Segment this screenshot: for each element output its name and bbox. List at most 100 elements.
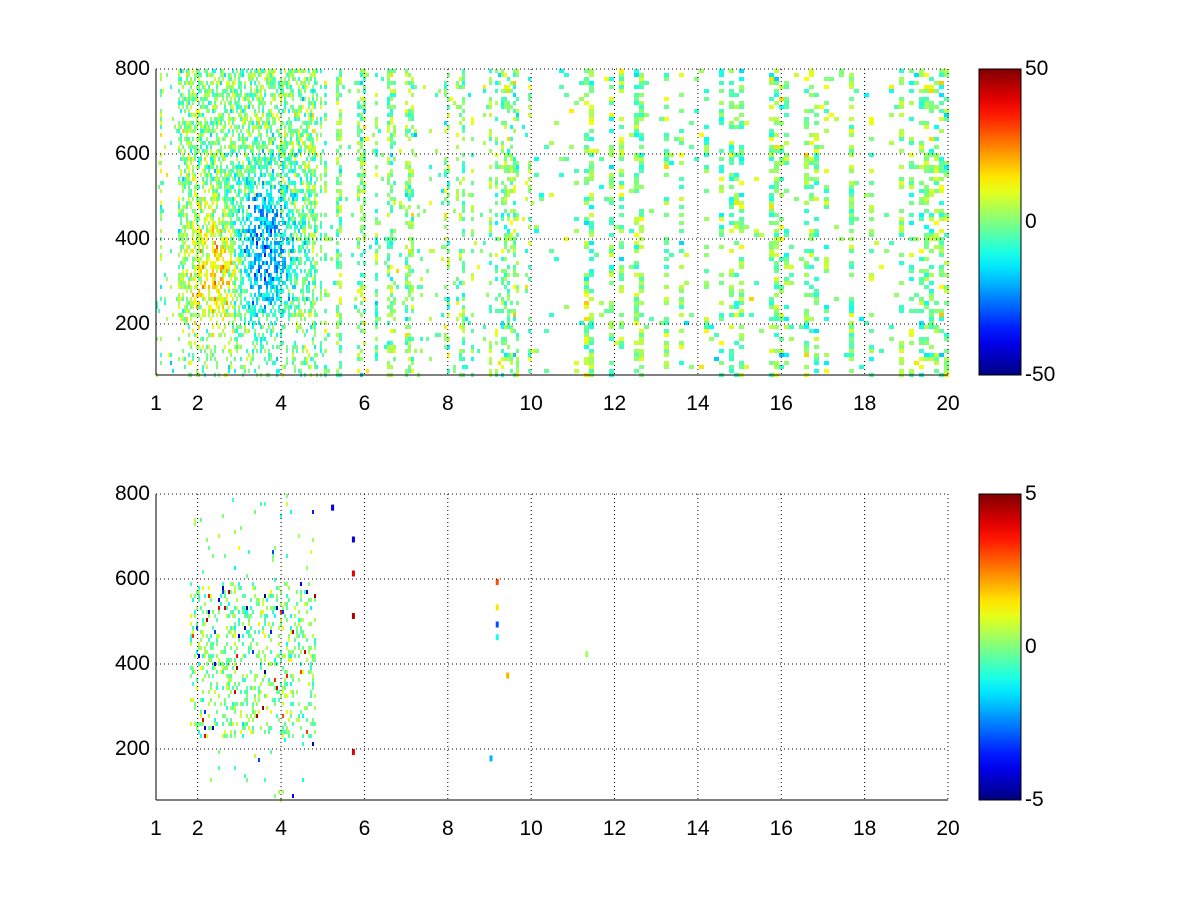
heatmap-cell xyxy=(314,281,316,285)
heatmap-cell xyxy=(312,145,314,149)
heatmap-cell xyxy=(222,245,224,249)
heatmap-cell xyxy=(899,81,904,85)
heatmap-cell xyxy=(314,233,316,237)
heatmap-cell xyxy=(232,105,234,109)
heatmap-cell xyxy=(899,345,904,349)
heatmap-cell xyxy=(184,281,186,285)
heatmap-cell xyxy=(222,221,224,225)
heatmap-cell xyxy=(849,197,854,201)
heatmap-cell xyxy=(501,249,504,253)
heatmap-cell xyxy=(799,257,804,261)
heatmap-cell xyxy=(280,113,282,117)
heatmap-cell xyxy=(944,213,949,217)
heatmap-cell xyxy=(242,165,244,169)
heatmap-cell xyxy=(584,317,589,321)
heatmap-cell xyxy=(704,325,709,329)
heatmap-cell xyxy=(639,301,644,305)
heatmap-cell xyxy=(246,217,248,221)
heatmap-cell xyxy=(510,361,513,365)
heatmap-cell xyxy=(298,109,300,113)
heatmap-cell xyxy=(719,121,724,125)
heatmap-cell xyxy=(236,89,238,93)
heatmap-cell xyxy=(216,229,218,233)
heatmap-cell xyxy=(234,313,236,317)
heatmap-cell xyxy=(324,337,327,341)
heatmap-cell xyxy=(184,317,186,321)
heatmap-cell xyxy=(224,105,226,109)
heatmap-cell xyxy=(192,197,194,201)
heatmap-cell xyxy=(320,189,322,193)
heatmap-cell xyxy=(471,277,474,281)
heatmap-cell xyxy=(242,125,244,129)
heatmap-cell xyxy=(849,145,854,149)
heatmap-cell xyxy=(528,169,531,173)
heatmap-cell xyxy=(234,81,236,85)
heatmap-cell xyxy=(168,353,170,357)
heatmap-cell xyxy=(544,145,549,149)
heatmap-cell xyxy=(230,349,232,353)
heatmap-cell xyxy=(294,305,296,309)
heatmap-cell xyxy=(230,237,232,241)
heatmap-cell xyxy=(218,293,220,297)
heatmap-cell xyxy=(208,313,210,317)
heatmap-cell xyxy=(411,309,414,313)
heatmap-cell xyxy=(218,333,220,337)
heatmap-cell xyxy=(286,225,288,229)
heatmap-cell xyxy=(411,249,414,253)
heatmap-cell xyxy=(276,249,278,253)
heatmap-cell xyxy=(411,85,414,89)
heatmap-cell xyxy=(664,117,669,121)
heatmap-cell xyxy=(504,157,507,161)
heatmap-cell xyxy=(194,241,196,245)
heatmap-cell xyxy=(248,93,250,97)
heatmap-cell xyxy=(360,281,363,285)
heatmap-cell xyxy=(210,353,212,357)
heatmap-cell xyxy=(280,189,282,193)
heatmap-cell xyxy=(272,257,274,261)
heatmap-cell xyxy=(729,313,734,317)
heatmap-cell xyxy=(218,141,220,145)
heatmap-cell xyxy=(262,213,264,217)
heatmap-cell xyxy=(216,249,218,253)
heatmap-cell xyxy=(234,281,236,285)
heatmap-cell xyxy=(236,69,238,73)
heatmap-cell xyxy=(264,141,266,145)
heatmap-cell xyxy=(584,341,589,345)
heatmap-cell xyxy=(280,297,282,301)
heatmap-cell xyxy=(296,325,298,329)
heatmap-cell xyxy=(308,149,310,153)
heatmap-cell xyxy=(516,169,519,173)
heatmap-cell xyxy=(178,145,180,149)
heatmap-cell xyxy=(306,241,308,245)
heatmap-cell xyxy=(849,133,854,137)
heatmap-cell xyxy=(288,169,290,173)
heatmap-cell xyxy=(304,357,306,361)
heatmap-cell xyxy=(306,285,308,289)
heatmap-cell xyxy=(849,265,854,269)
heatmap-cell xyxy=(256,89,258,93)
x-tick-label: 20 xyxy=(936,392,960,415)
heatmap-cell xyxy=(312,297,314,301)
heatmap-cell xyxy=(228,129,230,133)
heatmap-cell xyxy=(226,281,228,285)
heatmap-cell xyxy=(286,285,288,289)
heatmap-cell xyxy=(589,369,594,373)
heatmap-cell xyxy=(202,113,204,117)
heatmap-cell xyxy=(471,181,474,185)
heatmap-cell xyxy=(339,261,342,265)
heatmap-cell xyxy=(200,105,202,109)
heatmap-cell xyxy=(210,165,212,169)
heatmap-cell xyxy=(196,125,198,129)
heatmap-cell xyxy=(292,189,294,193)
heatmap-cell xyxy=(182,273,184,277)
heatmap-cell xyxy=(290,201,292,205)
heatmap-cell xyxy=(310,325,312,329)
heatmap-cell xyxy=(909,213,914,217)
heatmap-cell xyxy=(909,117,914,121)
heatmap-cell xyxy=(336,197,339,201)
heatmap-cell xyxy=(232,225,234,229)
heatmap-cell xyxy=(252,169,254,173)
heatmap-cell xyxy=(236,209,238,213)
heatmap-cell xyxy=(220,145,222,149)
heatmap-cell xyxy=(504,85,507,89)
